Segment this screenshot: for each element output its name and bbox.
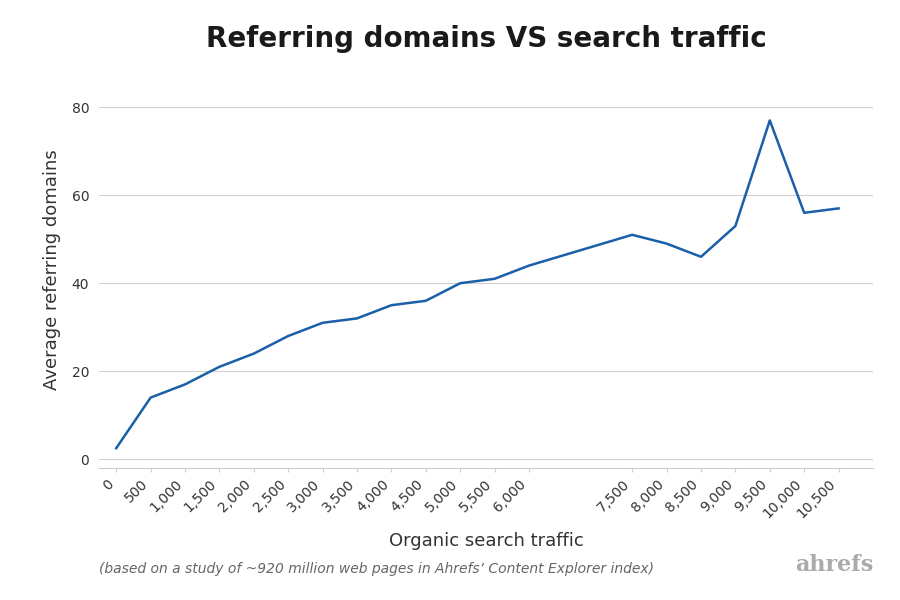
X-axis label: Organic search traffic: Organic search traffic xyxy=(389,532,583,550)
Y-axis label: Average referring domains: Average referring domains xyxy=(42,149,60,391)
Text: (based on a study of ~920 million web pages in Ahrefs’ Content Explorer index): (based on a study of ~920 million web pa… xyxy=(99,562,654,576)
Title: Referring domains VS search traffic: Referring domains VS search traffic xyxy=(205,25,767,53)
Text: ahrefs: ahrefs xyxy=(795,554,873,576)
